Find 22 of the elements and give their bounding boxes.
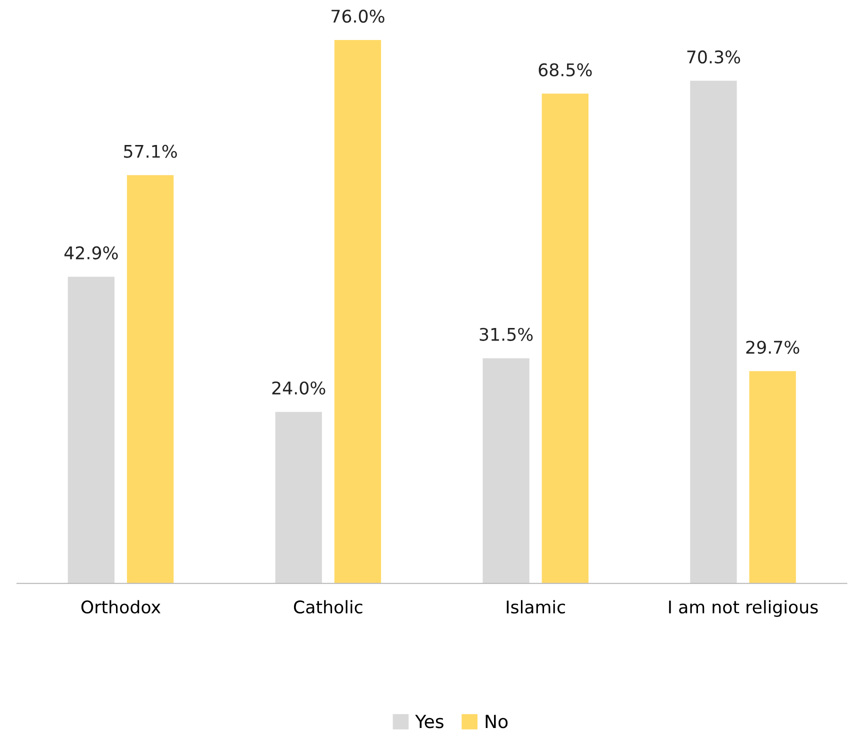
bar bbox=[690, 80, 737, 584]
x-tick-label: I am not religious bbox=[669, 600, 818, 617]
bar bbox=[68, 276, 115, 584]
legend-label: No bbox=[486, 714, 508, 728]
legend-label: Yes bbox=[415, 714, 444, 728]
x-tick-label: Orthodox bbox=[81, 600, 160, 614]
bar bbox=[334, 40, 382, 584]
data-label: 70.3% bbox=[687, 50, 740, 64]
bar bbox=[275, 412, 322, 584]
bar bbox=[542, 94, 588, 584]
data-label: 24.0% bbox=[272, 381, 326, 395]
bar bbox=[126, 175, 174, 584]
data-label: 76.0% bbox=[332, 10, 384, 23]
data-label: 42.9% bbox=[64, 246, 118, 260]
bar bbox=[749, 371, 796, 584]
bar bbox=[482, 358, 530, 584]
x-tick-label: Islamic bbox=[506, 600, 565, 614]
data-label: 57.1% bbox=[124, 144, 177, 158]
x-tick-label: Catholic bbox=[294, 600, 362, 614]
data-label: 31.5% bbox=[480, 328, 533, 341]
data-label: 68.5% bbox=[538, 63, 592, 76]
data-label: 29.7% bbox=[746, 340, 800, 354]
